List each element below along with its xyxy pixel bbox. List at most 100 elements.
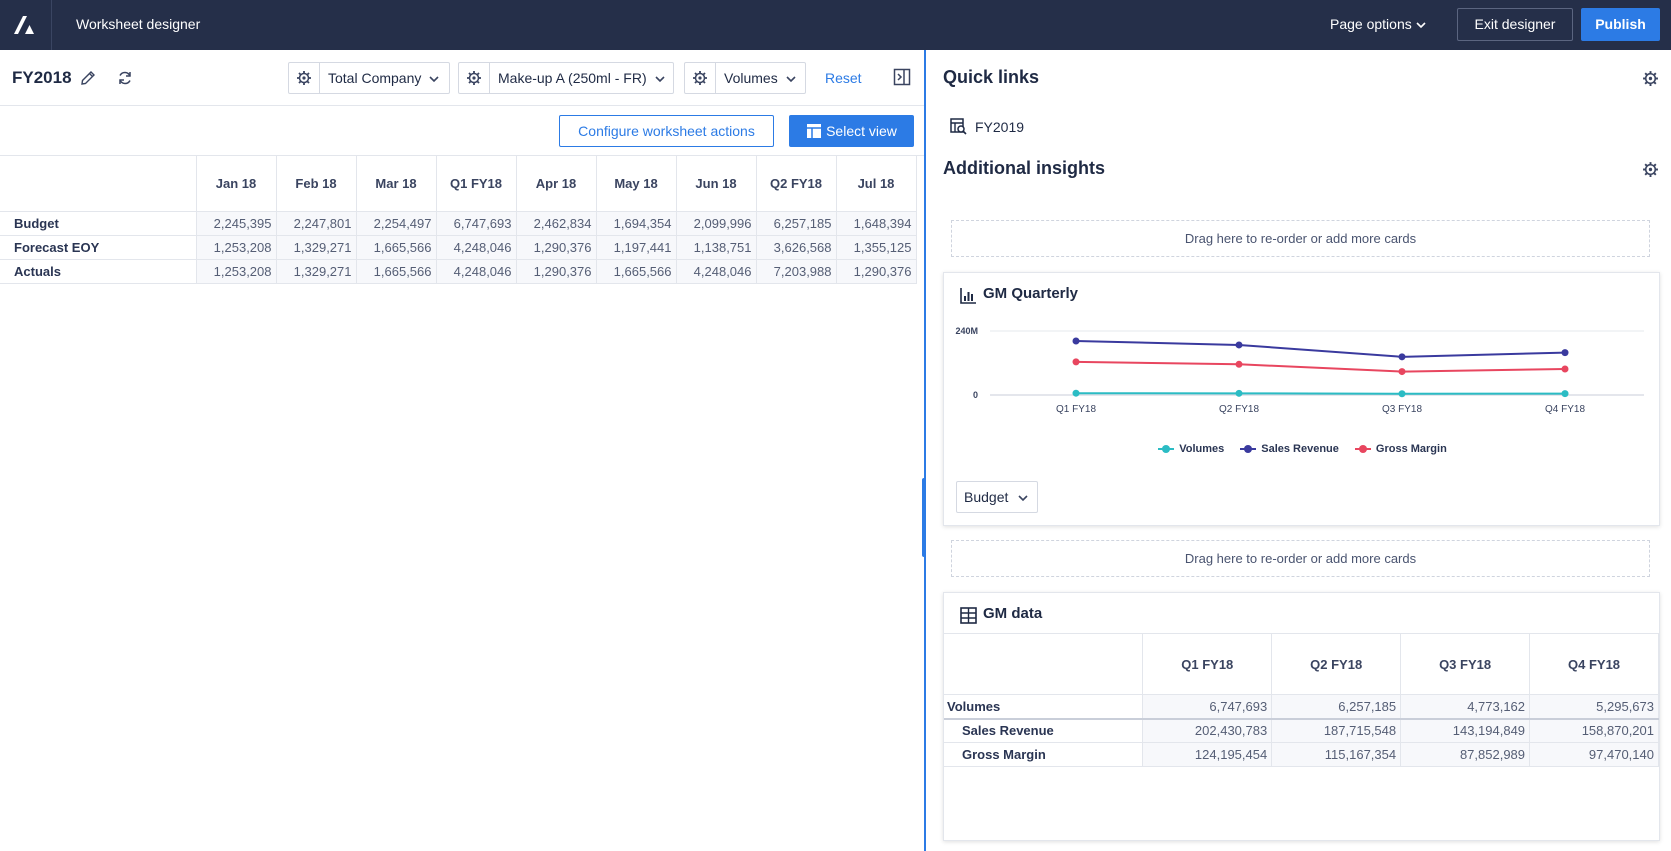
table-cell[interactable]: 4,248,046 <box>436 259 517 284</box>
gear-icon[interactable] <box>1642 70 1659 92</box>
filter-total-company[interactable]: Total Company <box>288 62 450 94</box>
filter-measure[interactable]: Volumes <box>684 62 806 94</box>
column-header[interactable]: Mar 18 <box>356 156 437 212</box>
filter-product[interactable]: Make-up A (250ml - FR) <box>458 62 674 94</box>
table-row: Forecast EOY 1,253,208 1,329,271 1,665,566 4… <box>0 235 917 260</box>
worksheet-search-icon <box>950 118 967 135</box>
table-cell[interactable]: 202,430,783 <box>1142 718 1273 743</box>
table-cell[interactable]: 187,715,548 <box>1271 718 1402 743</box>
worksheet-title: FY2018 <box>12 68 72 87</box>
table-cell[interactable]: 1,694,354 <box>596 211 677 236</box>
card-dropzone[interactable]: Drag here to re-order or add more cards <box>951 540 1650 577</box>
table-cell[interactable]: 1,329,271 <box>276 259 357 284</box>
column-header[interactable]: Jan 18 <box>196 156 277 212</box>
table-cell[interactable]: 2,254,497 <box>356 211 437 236</box>
table-cell[interactable]: 6,257,185 <box>1271 694 1402 719</box>
table-cell[interactable]: 7,203,988 <box>756 259 837 284</box>
column-header[interactable]: Jun 18 <box>676 156 757 212</box>
gm-quarterly-chart: 240M 0 Q1 FY18 Q2 FY18 Q3 FY18 Q4 FY18 <box>955 326 1644 415</box>
gear-icon[interactable] <box>289 63 320 93</box>
table-cell[interactable]: 2,462,834 <box>516 211 597 236</box>
table-cell[interactable]: 1,665,566 <box>596 259 677 284</box>
table-cell[interactable]: 97,470,140 <box>1529 742 1659 767</box>
table-cell[interactable]: 2,245,395 <box>196 211 277 236</box>
row-label: Forecast EOY <box>0 235 197 260</box>
table-cell[interactable]: 2,247,801 <box>276 211 357 236</box>
gear-icon[interactable] <box>459 63 490 93</box>
table-cell[interactable]: 2,099,996 <box>676 211 757 236</box>
page-options-menu[interactable]: Page options <box>1330 16 1426 32</box>
table-cell[interactable]: 1,329,271 <box>276 235 357 260</box>
x-tick-label: Q2 FY18 <box>1219 404 1259 415</box>
column-header[interactable]: Q1 FY18 <box>436 156 517 212</box>
scenario-dropdown[interactable]: Budget <box>956 481 1038 513</box>
gear-icon[interactable] <box>685 63 716 93</box>
data-point <box>1235 389 1243 397</box>
table-cell[interactable]: 4,773,162 <box>1400 694 1531 719</box>
column-header[interactable]: Jul 18 <box>836 156 917 212</box>
x-tick-label: Q1 FY18 <box>1056 404 1096 415</box>
table-cell[interactable]: 1,253,208 <box>196 235 277 260</box>
table-cell[interactable]: 1,648,394 <box>836 211 917 236</box>
legend-label: Sales Revenue <box>1261 443 1339 455</box>
row-label: Sales Revenue <box>944 718 1144 743</box>
column-header[interactable]: Feb 18 <box>276 156 357 212</box>
table-cell[interactable]: 1,290,376 <box>516 259 597 284</box>
column-header[interactable]: Apr 18 <box>516 156 597 212</box>
table-cell[interactable]: 4,248,046 <box>676 259 757 284</box>
publish-button[interactable]: Publish <box>1581 8 1660 41</box>
chevron-down-icon <box>1018 482 1028 512</box>
select-view-button[interactable]: Select view <box>789 115 914 147</box>
table-cell[interactable]: 158,870,201 <box>1529 718 1659 743</box>
table-cell[interactable]: 4,248,046 <box>436 235 517 260</box>
refresh-icon[interactable] <box>117 70 133 91</box>
table-cell[interactable]: 1,253,208 <box>196 259 277 284</box>
table-cell[interactable]: 1,138,751 <box>676 235 757 260</box>
table-cell[interactable]: 3,626,568 <box>756 235 837 260</box>
exit-designer-button[interactable]: Exit designer <box>1457 8 1573 41</box>
grid-corner <box>944 633 1144 695</box>
table-cell[interactable]: 6,747,693 <box>436 211 517 236</box>
legend-item[interactable]: Sales Revenue <box>1240 443 1339 455</box>
chevron-down-icon <box>429 70 447 86</box>
column-header[interactable]: Q4 FY18 <box>1529 633 1659 695</box>
legend-item[interactable]: Gross Margin <box>1354 443 1447 455</box>
series-line <box>1075 392 1566 395</box>
worksheet-toolbar: FY2018 Total Company Make-up A (250ml - … <box>0 50 924 106</box>
quick-link-item[interactable]: FY2019 <box>950 118 1024 135</box>
column-header[interactable]: Q2 FY18 <box>1271 633 1402 695</box>
table-cell[interactable]: 87,852,989 <box>1400 742 1531 767</box>
table-cell[interactable]: 115,167,354 <box>1271 742 1402 767</box>
table-cell[interactable]: 1,665,566 <box>356 235 437 260</box>
panel-toggle-icon[interactable] <box>893 68 911 91</box>
logo-icon <box>14 16 34 34</box>
column-header[interactable]: Q3 FY18 <box>1400 633 1531 695</box>
app-logo[interactable] <box>0 0 52 50</box>
table-cell[interactable]: 1,290,376 <box>836 259 917 284</box>
worksheet-area: FY2018 Total Company Make-up A (250ml - … <box>0 50 924 851</box>
table-cell[interactable]: 143,194,849 <box>1400 718 1531 743</box>
table-cell[interactable]: 1,197,441 <box>596 235 677 260</box>
table-cell[interactable]: 1,290,376 <box>516 235 597 260</box>
card-title: GM data <box>983 605 1043 622</box>
table-cell[interactable]: 1,665,566 <box>356 259 437 284</box>
table-cell[interactable]: 6,257,185 <box>756 211 837 236</box>
table-cell[interactable]: 5,295,673 <box>1529 694 1659 719</box>
legend-item[interactable]: Volumes <box>1158 443 1224 455</box>
data-point <box>1235 341 1243 349</box>
legend-swatch <box>1158 445 1175 454</box>
column-header[interactable]: Q1 FY18 <box>1142 633 1273 695</box>
filter-label: Total Company <box>328 70 422 86</box>
column-header[interactable]: May 18 <box>596 156 677 212</box>
card-dropzone[interactable]: Drag here to re-order or add more cards <box>951 220 1650 257</box>
reset-link[interactable]: Reset <box>825 70 862 86</box>
column-header[interactable]: Q2 FY18 <box>756 156 837 212</box>
table-cell[interactable]: 124,195,454 <box>1142 742 1273 767</box>
table-cell[interactable]: 1,355,125 <box>836 235 917 260</box>
gear-icon[interactable] <box>1642 161 1659 183</box>
edit-pencil-icon[interactable] <box>80 70 96 91</box>
table-cell[interactable]: 6,747,693 <box>1142 694 1273 719</box>
row-label: Budget <box>0 211 197 236</box>
resize-handle[interactable] <box>922 478 928 557</box>
configure-worksheet-actions-button[interactable]: Configure worksheet actions <box>559 115 774 147</box>
